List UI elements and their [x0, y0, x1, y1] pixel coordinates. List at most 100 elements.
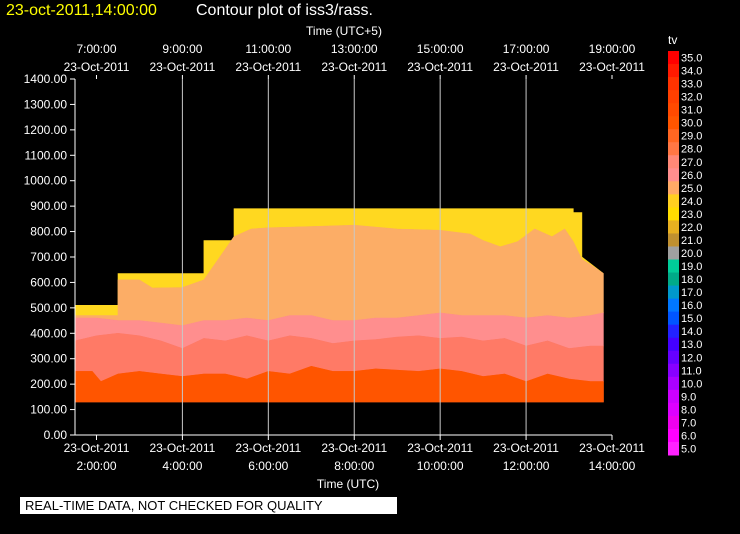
x-tick-label-time: 2:00:00	[76, 459, 116, 473]
top-tick-label-time: 17:00:00	[503, 42, 550, 56]
colorbar-label: 31.0	[681, 105, 702, 117]
axes: 0.00 100.00 200.00 300.00 400.00 500.00 600.00…	[24, 24, 646, 491]
y-tick-label: 800.00	[30, 225, 67, 239]
colorbar-label: 8.0	[681, 404, 696, 416]
x-tick-label-time: 12:00:00	[503, 459, 550, 473]
x-tick-label-time: 10:00:00	[417, 459, 464, 473]
colorbar-swatch	[668, 155, 679, 169]
x-tick-label-date: 23-Oct-2011	[321, 441, 387, 455]
quality-note: REAL-TIME DATA, NOT CHECKED FOR QUALITY	[20, 497, 397, 514]
colorbar-label: 20.0	[681, 248, 702, 260]
colorbar-swatch	[668, 246, 679, 261]
colorbar-swatch	[668, 77, 679, 91]
colorbar-swatch	[668, 402, 679, 417]
colorbar-label: 23.0	[681, 209, 702, 221]
x-tick-label-time: 4:00:00	[162, 459, 202, 473]
top-tick-label-time: 19:00:00	[589, 42, 636, 56]
x-tick-label-date: 23-Oct-2011	[149, 441, 215, 455]
colorbar-swatch	[668, 51, 679, 65]
colorbar-label: 6.0	[681, 430, 696, 442]
colorbar-label: 18.0	[681, 274, 702, 286]
colorbar-label: 16.0	[681, 300, 702, 312]
colorbar-label: 25.0	[681, 183, 702, 195]
x-tick-label-date: 23-Oct-2011	[579, 441, 645, 455]
colorbar-label: 14.0	[681, 326, 702, 338]
top-tick-label-time: 15:00:00	[417, 42, 464, 56]
colorbar-label: 34.0	[681, 66, 702, 78]
y-tick-label: 1000.00	[24, 174, 68, 188]
colorbar-label: 11.0	[681, 365, 702, 377]
colorbar-label: 24.0	[681, 196, 702, 208]
top-tick-label-time: 11:00:00	[245, 42, 291, 56]
x-tick-label-time: 8:00:00	[334, 459, 374, 473]
colorbar-title: tv	[668, 33, 677, 47]
colorbar-swatch	[668, 441, 679, 456]
y-tick-label: 600.00	[30, 275, 67, 289]
colorbar-label: 10.0	[681, 378, 702, 390]
y-tick-label: 100.00	[30, 403, 67, 417]
x-tick-label-date: 23-Oct-2011	[407, 441, 473, 455]
colorbar-label: 33.0	[681, 79, 702, 91]
top-tick-label-date: 23-Oct-2011	[321, 60, 387, 74]
colorbar-label: 30.0	[681, 118, 702, 130]
colorbar-label: 29.0	[681, 131, 702, 143]
colorbar-swatch	[668, 116, 679, 130]
colorbar-swatch	[668, 103, 679, 117]
colorbar-swatch	[668, 350, 679, 365]
colorbar-swatch	[668, 272, 679, 287]
x-tick-label-date: 23-Oct-2011	[235, 441, 301, 455]
colorbar-label: 12.0	[681, 352, 702, 364]
y-tick-label: 700.00	[30, 250, 67, 264]
colorbar-label: 15.0	[681, 313, 702, 325]
contour-fill	[74, 208, 604, 403]
plot-timestamp: 23-oct-2011,14:00:00	[6, 2, 157, 19]
x-tick-label-date: 23-Oct-2011	[64, 441, 130, 455]
colorbar-label: 27.0	[681, 157, 702, 169]
x-tick-label-time: 6:00:00	[248, 459, 288, 473]
colorbar-swatch	[668, 220, 679, 234]
colorbar-label: 19.0	[681, 261, 702, 273]
y-tick-label: 1300.00	[24, 97, 68, 111]
y-tick-label: 1200.00	[24, 123, 68, 137]
colorbar-swatch	[668, 64, 679, 78]
x-tick-label-date: 23-Oct-2011	[493, 441, 559, 455]
bottom-axis-title: Time (UTC)	[317, 477, 379, 491]
y-tick-label: 900.00	[30, 199, 67, 213]
colorbar-swatch	[668, 337, 679, 352]
colorbar-swatch	[668, 142, 679, 156]
colorbar-label: 7.0	[681, 417, 696, 429]
colorbar-swatch	[668, 298, 679, 313]
top-axis-title: Time (UTC+5)	[306, 24, 382, 38]
colorbar-label: 17.0	[681, 287, 702, 299]
colorbar-label: 5.0	[681, 443, 696, 455]
contour-band-29	[74, 365, 604, 403]
colorbar-swatch	[668, 285, 679, 300]
grid-lines	[181, 79, 527, 435]
y-tick-label: 0.00	[44, 428, 68, 442]
top-tick-label-time: 7:00:00	[76, 42, 116, 56]
colorbar-label: 21.0	[681, 235, 702, 247]
y-tick-label: 400.00	[30, 326, 67, 340]
colorbar-swatch	[668, 376, 679, 391]
plot-title: Contour plot of iss3/rass.	[196, 2, 373, 19]
colorbar-label: 22.0	[681, 222, 702, 234]
colorbar-label: 26.0	[681, 170, 702, 182]
colorbar-label: 13.0	[681, 339, 702, 351]
top-tick-label-date: 23-Oct-2011	[235, 60, 301, 74]
colorbar: tv 35.034.033.032.031.030.029.028.027.026…	[668, 33, 702, 456]
top-tick-label-time: 9:00:00	[162, 42, 202, 56]
colorbar-swatch	[668, 207, 679, 221]
colorbar-swatch	[668, 389, 679, 404]
top-tick-label-time: 13:00:00	[331, 42, 378, 56]
top-tick-label-date: 23-Oct-2011	[407, 60, 473, 74]
top-tick-label-date: 23-Oct-2011	[64, 60, 130, 74]
y-tick-label: 200.00	[30, 377, 67, 391]
colorbar-swatch	[668, 259, 679, 274]
colorbar-swatch	[668, 90, 679, 104]
top-tick-label-date: 23-Oct-2011	[493, 60, 559, 74]
colorbar-swatch	[668, 194, 679, 208]
top-tick-label-date: 23-Oct-2011	[579, 60, 645, 74]
y-tick-label: 1100.00	[25, 148, 68, 162]
colorbar-swatch	[668, 415, 679, 430]
